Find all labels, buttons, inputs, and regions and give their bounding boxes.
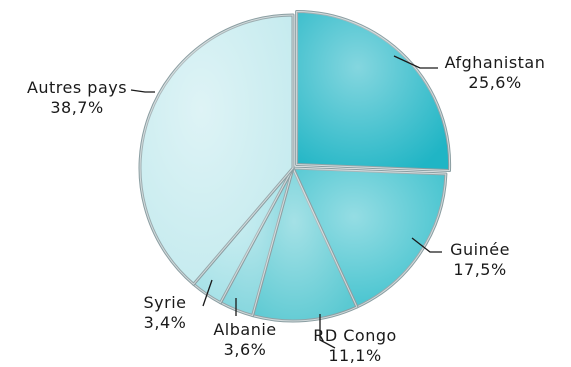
slice-name: Albanie xyxy=(213,320,277,339)
slice-value: 11,1% xyxy=(328,346,382,365)
leader-line xyxy=(393,55,438,69)
pie-slice-highlight-afghanistan xyxy=(296,11,451,172)
slice-name: Syrie xyxy=(143,293,187,312)
pie-slice-highlight-rd-congo xyxy=(251,166,358,322)
slice-label-afghanistan: Afghanistan 25,6% xyxy=(420,53,570,93)
slice-label-autres-pays: Autres pays 38,7% xyxy=(2,78,152,118)
slice-value: 38,7% xyxy=(50,98,104,117)
slice-value: 25,6% xyxy=(468,73,522,92)
pie-slice-highlight-guinee xyxy=(292,167,447,308)
leader-line xyxy=(319,314,336,349)
slice-name: RD Congo xyxy=(313,326,397,345)
leader-line xyxy=(411,237,442,253)
slice-value: 3,6% xyxy=(223,340,267,359)
slice-name: Guinée xyxy=(450,240,510,259)
slice-name: Afghanistan xyxy=(444,53,546,72)
slice-value: 3,4% xyxy=(143,313,187,332)
leader-line xyxy=(130,89,155,93)
pie-slice-highlight-autres-pays xyxy=(139,14,294,285)
slice-label-syrie: Syrie 3,4% xyxy=(125,293,205,333)
slice-value: 17,5% xyxy=(453,260,507,279)
slice-label-albanie: Albanie 3,6% xyxy=(195,320,295,360)
slice-label-guinee: Guinée 17,5% xyxy=(425,240,535,280)
slice-name: Autres pays xyxy=(26,78,128,97)
slice-label-rd-congo: RD Congo 11,1% xyxy=(300,326,410,366)
leader-line xyxy=(202,279,213,307)
